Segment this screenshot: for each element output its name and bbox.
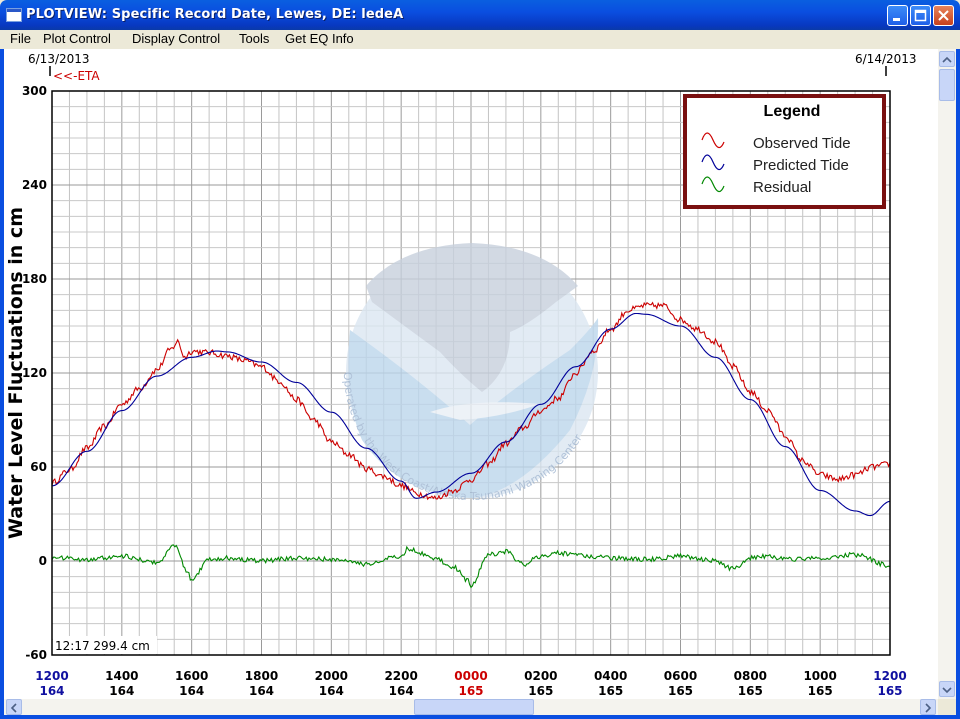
legend-swatch-predicted [701,154,725,171]
x-tick-day: 165 [738,684,763,698]
x-tick-day: 165 [458,684,483,698]
scroll-down-button[interactable] [939,681,955,697]
x-tick-time: 0600 [664,669,697,683]
scrollbar-corner [938,699,956,715]
x-tick-day: 165 [877,684,902,698]
y-tick-label: 180 [22,272,47,286]
x-tick-time: 1200 [873,669,906,683]
close-icon [938,10,949,21]
window-frame-right [956,30,960,719]
chevron-up-icon [942,56,952,63]
x-tick-time: 2000 [315,669,348,683]
cursor-readout-box [53,636,157,654]
chevron-down-icon [942,687,952,694]
scroll-left-button[interactable] [6,699,22,715]
vertical-scrollbar[interactable] [938,49,956,701]
legend-entry-predicted: Predicted Tide [753,157,849,174]
menu-display-control[interactable]: Display Control [132,31,221,46]
x-tick-time: 1800 [245,669,278,683]
maximize-button[interactable] [910,5,931,26]
maximize-icon [914,9,927,22]
x-tick-day: 164 [249,684,274,698]
x-tick-time: 1400 [105,669,138,683]
scroll-up-button[interactable] [939,51,955,67]
series-layer [51,301,891,589]
x-tick-day: 165 [528,684,553,698]
legend-entry-residual: Residual [753,179,811,196]
predicted-tide-line [51,312,891,517]
x-tick-day: 165 [668,684,693,698]
chevron-left-icon [10,703,17,713]
x-tick-time: 0200 [524,669,557,683]
y-tick-label: 60 [30,460,47,474]
y-axis-label: Water Level Fluctuations in cm [5,207,27,539]
legend-swatch-observed [701,132,725,149]
x-tick-time: 1600 [175,669,208,683]
start-date-label: 6/13/2013 [28,52,90,66]
eta-label: <<-ETA [53,69,100,83]
legend-swatch-residual [701,176,725,193]
x-tick-time: 0400 [594,669,627,683]
x-axis-ticks: 1200164140016416001641800164200016422001… [35,669,906,698]
menu-bar: File Plot Control Display Control Tools … [0,30,960,49]
plot-border [51,90,891,656]
x-tick-day: 164 [179,684,204,698]
cursor-readout: 12:17 299.4 cm [55,639,150,653]
menu-get-eq-info[interactable]: Get EQ Info [285,31,354,46]
observed-tide-line [51,301,891,501]
legend-title: Legend [764,103,821,120]
end-date-label: 6/14/2013 [855,52,917,66]
menu-file[interactable]: File [10,31,31,46]
chevron-right-icon [925,703,932,713]
residual-line [51,544,891,589]
horizontal-scrollbar[interactable] [4,699,938,715]
y-tick-label: 120 [22,366,47,380]
close-button[interactable] [933,5,954,26]
menu-plot-control[interactable]: Plot Control [43,31,111,46]
scroll-right-button[interactable] [920,699,936,715]
window-title: PLOTVIEW: Specific Record Date, Lewes, D… [26,7,404,22]
legend: Legend Observed Tide Predicted Tide Resi… [683,94,886,209]
x-tick-time: 2200 [384,669,417,683]
x-tick-day: 164 [389,684,414,698]
x-tick-day: 164 [109,684,134,698]
window-frame-left [0,30,4,719]
y-tick-label: 240 [22,178,47,192]
title-bar[interactable]: PLOTVIEW: Specific Record Date, Lewes, D… [0,0,960,30]
window-frame-bottom [0,715,960,719]
horizontal-scroll-thumb[interactable] [414,699,534,715]
y-tick-label: -60 [25,648,47,662]
x-tick-day: 165 [808,684,833,698]
legend-box [683,94,886,209]
x-tick-time: 1200 [35,669,68,683]
x-tick-time: 1000 [803,669,836,683]
x-tick-day: 165 [598,684,623,698]
vertical-scroll-thumb[interactable] [939,69,955,101]
x-tick-time: 0000 [454,669,487,683]
x-tick-day: 164 [319,684,344,698]
x-tick-day: 164 [39,684,64,698]
y-axis-ticks: 300 240 180 120 60 0 -60 [22,84,47,662]
minimize-icon [893,18,900,21]
legend-entry-observed: Observed Tide [753,135,851,152]
app-window-icon [6,8,22,22]
y-tick-label: 0 [39,554,47,568]
x-tick-time: 0800 [734,669,767,683]
noaa-watermark: Operated by the West Coast/Alaska Tsunam… [341,243,599,503]
y-tick-label: 300 [22,84,47,98]
menu-tools[interactable]: Tools [239,31,270,46]
minimize-button[interactable] [887,5,908,26]
